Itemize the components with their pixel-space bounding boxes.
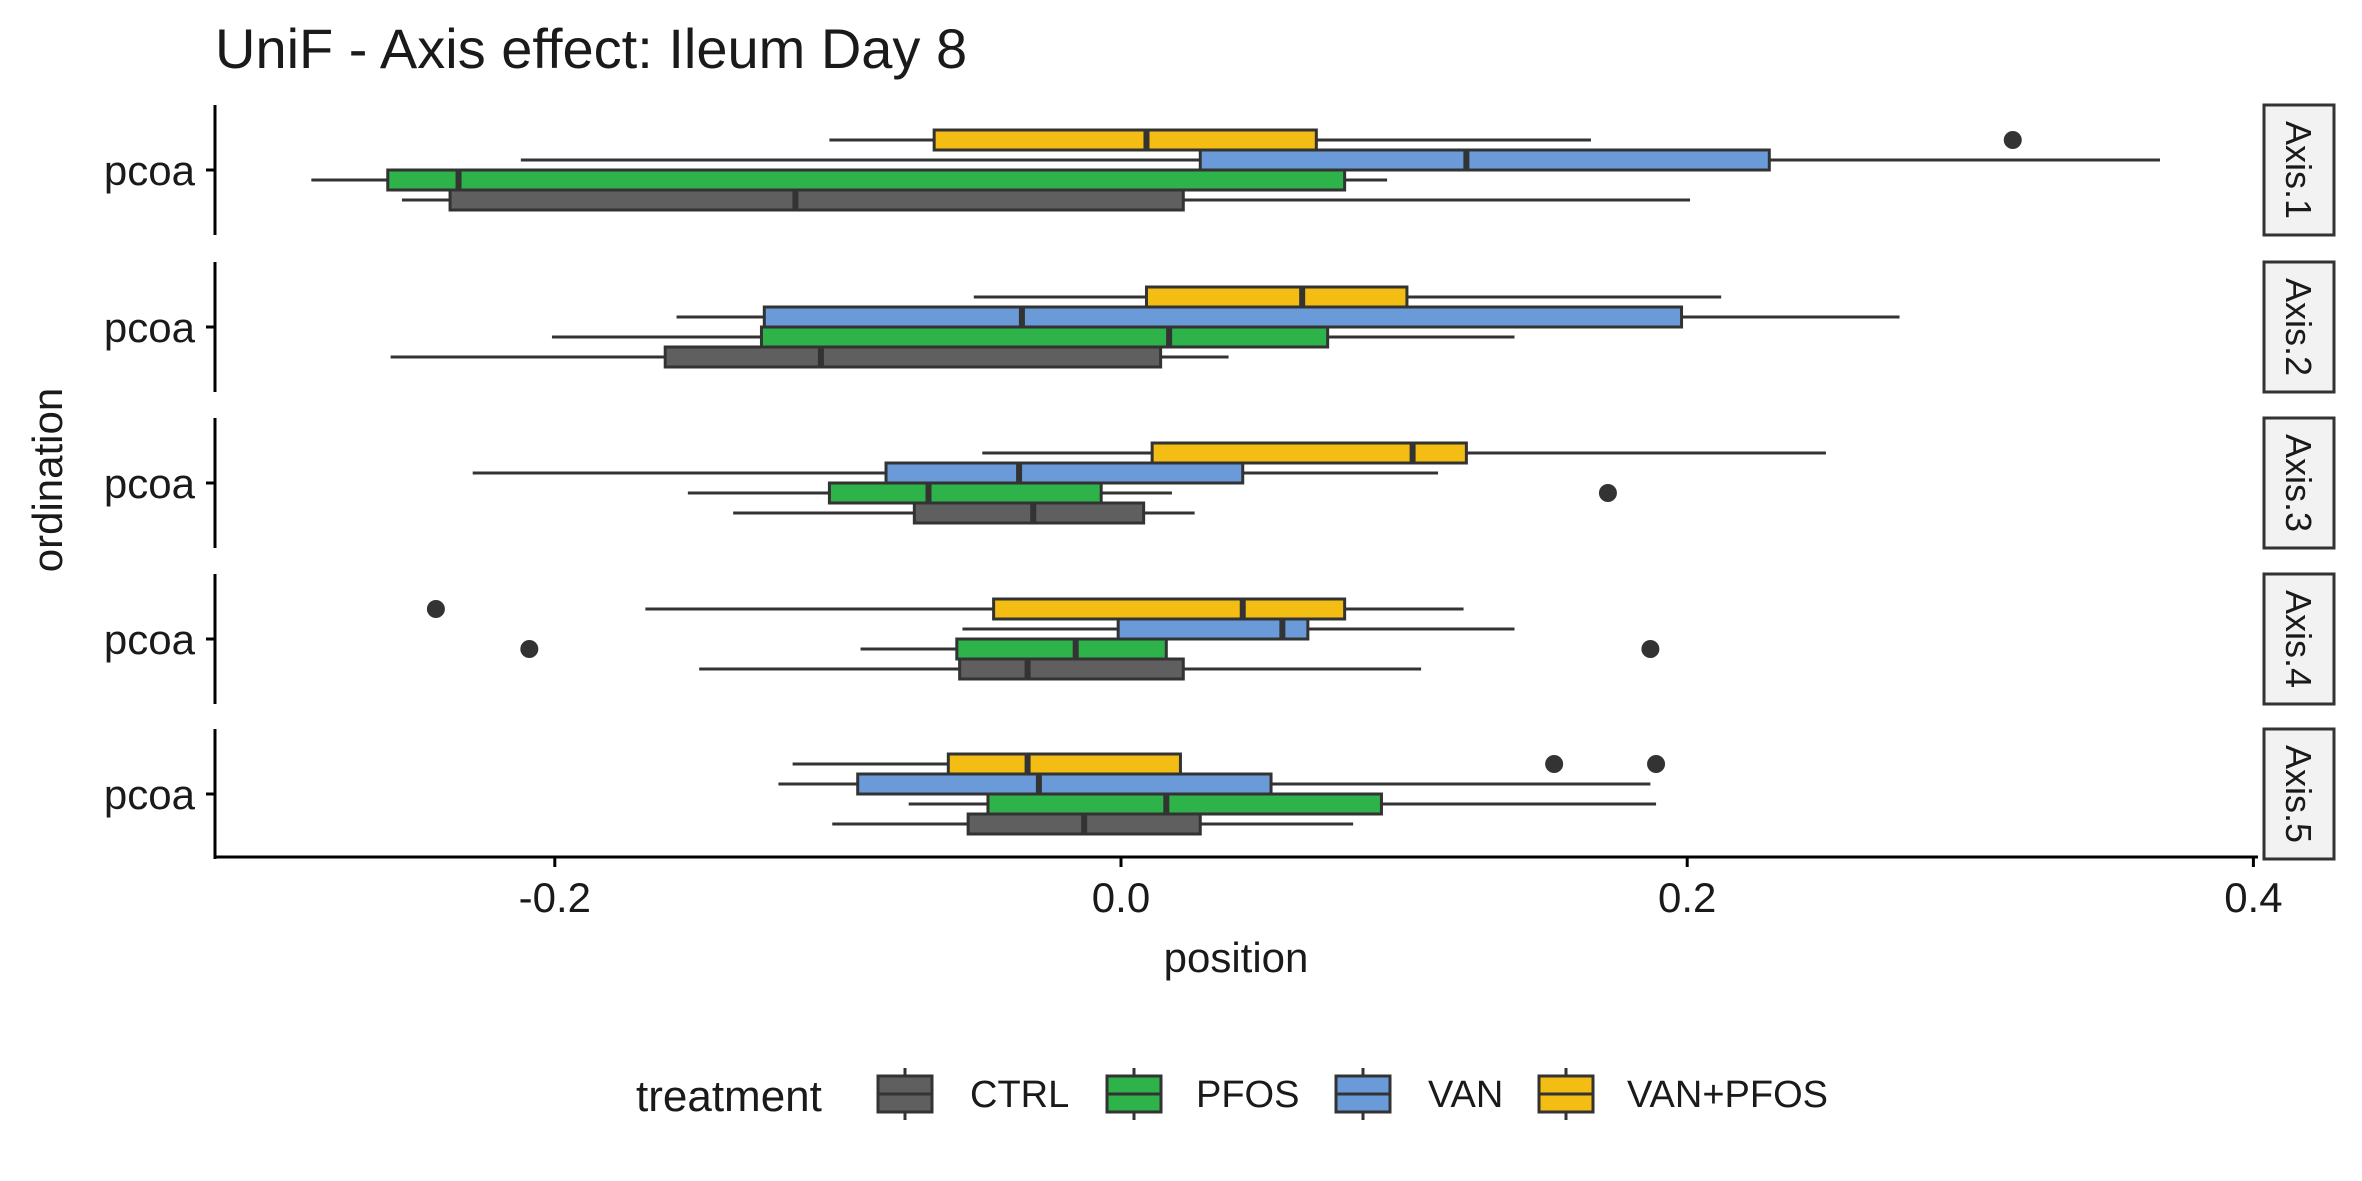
box-body	[955, 637, 1168, 661]
outlier-point	[1647, 755, 1666, 773]
box-body	[992, 597, 1347, 621]
box-ctrl	[401, 188, 1691, 212]
box-body	[986, 792, 1383, 816]
box-body	[1144, 285, 1409, 309]
box-body	[856, 772, 1273, 796]
box-ctrl	[699, 657, 1422, 681]
outlier-point	[520, 640, 539, 658]
box-body	[663, 345, 1163, 369]
box-body	[827, 481, 1103, 505]
box-body	[884, 461, 1245, 485]
facet-panel: pcoa Axis.1	[104, 103, 2336, 237]
box-body	[912, 501, 1146, 525]
box-van-pfos	[973, 285, 1722, 309]
box-pfos	[551, 325, 1515, 349]
y-tick-label: pcoa	[104, 616, 196, 663]
x-tick-label: 0.0	[1092, 874, 1150, 921]
legend-key-ctrl: CTRL	[876, 1068, 1069, 1120]
facet-strip-label: Axis.3	[2278, 434, 2319, 532]
box-van-pfos	[829, 128, 2022, 152]
legend-label: VAN	[1428, 1074, 1503, 1116]
x-axis-title: position	[1164, 934, 1309, 981]
facet-strip	[2262, 260, 2336, 394]
x-axis: -0.2 0.0 0.2 0.4	[215, 855, 2283, 921]
box-van-pfos	[792, 752, 1666, 776]
box-ctrl	[733, 501, 1195, 525]
legend-key-van: VAN	[1334, 1068, 1503, 1120]
box-body	[958, 657, 1185, 681]
box-body	[759, 325, 1330, 349]
box-ctrl	[390, 345, 1229, 369]
legend: treatment CTRL PFOS VAN VAN+PFOS	[636, 1068, 1828, 1121]
facet-strip-label: Axis.2	[2278, 278, 2319, 376]
facet-strip-label: Axis.1	[2278, 121, 2319, 219]
y-tick-label: pcoa	[104, 304, 196, 351]
facet-strip-label: Axis.5	[2278, 745, 2319, 843]
facet-strip	[2262, 572, 2336, 706]
box-body	[1116, 617, 1310, 641]
box-pfos	[520, 637, 1660, 661]
facet-strip	[2262, 727, 2336, 861]
y-tick-label: pcoa	[104, 460, 196, 507]
box-body	[386, 168, 1347, 192]
box-van-pfos	[982, 441, 1826, 465]
x-tick-label: 0.2	[1658, 874, 1716, 921]
facet-panel: pcoa Axis.2	[104, 260, 2336, 394]
y-axis-title: ordination	[24, 388, 71, 572]
outlier-point	[426, 600, 445, 618]
box-body	[762, 305, 1684, 329]
facet-panel: pcoa Axis.3	[104, 416, 2336, 550]
box-body	[448, 188, 1185, 212]
chart-title: UniF - Axis effect: Ileum Day 8	[215, 17, 967, 80]
box-body	[946, 752, 1182, 776]
box-van	[472, 461, 1439, 485]
box-pfos	[687, 481, 1617, 505]
facet-strip	[2262, 416, 2336, 550]
box-van-pfos	[426, 597, 1464, 621]
box-van	[520, 148, 2160, 172]
box-ctrl	[832, 812, 1354, 836]
outlier-point	[1545, 755, 1564, 773]
legend-label: CTRL	[970, 1074, 1069, 1116]
legend-title: treatment	[636, 1072, 822, 1121]
facet-panel: pcoa Axis.4	[104, 572, 2336, 706]
legend-key-van-pfos: VAN+PFOS	[1537, 1068, 1828, 1120]
box-pfos	[908, 792, 1657, 816]
outlier-point	[2003, 131, 2022, 149]
x-tick-label: 0.4	[2224, 874, 2282, 921]
box-van	[676, 305, 1900, 329]
box-body	[1150, 441, 1468, 465]
legend-key-pfos: PFOS	[1105, 1068, 1299, 1120]
x-tick-label: -0.2	[519, 874, 591, 921]
box-body	[1198, 148, 1771, 172]
facet-panels: pcoa Axis.1 pcoa Axis.2 pcoa Axis.3 pcoa Axis.4…	[104, 103, 2336, 861]
legend-label: VAN+PFOS	[1627, 1074, 1828, 1116]
legend-label: PFOS	[1196, 1074, 1299, 1116]
box-van	[778, 772, 1651, 796]
y-tick-label: pcoa	[104, 771, 196, 818]
outlier-point	[1641, 640, 1660, 658]
box-pfos	[311, 168, 1388, 192]
box-van	[962, 617, 1515, 641]
box-body	[932, 128, 1318, 152]
y-tick-label: pcoa	[104, 147, 196, 194]
facet-panel: pcoa Axis.5	[104, 727, 2336, 861]
facet-strip	[2262, 103, 2336, 237]
outlier-point	[1598, 484, 1617, 502]
facet-strip-label: Axis.4	[2278, 590, 2319, 688]
